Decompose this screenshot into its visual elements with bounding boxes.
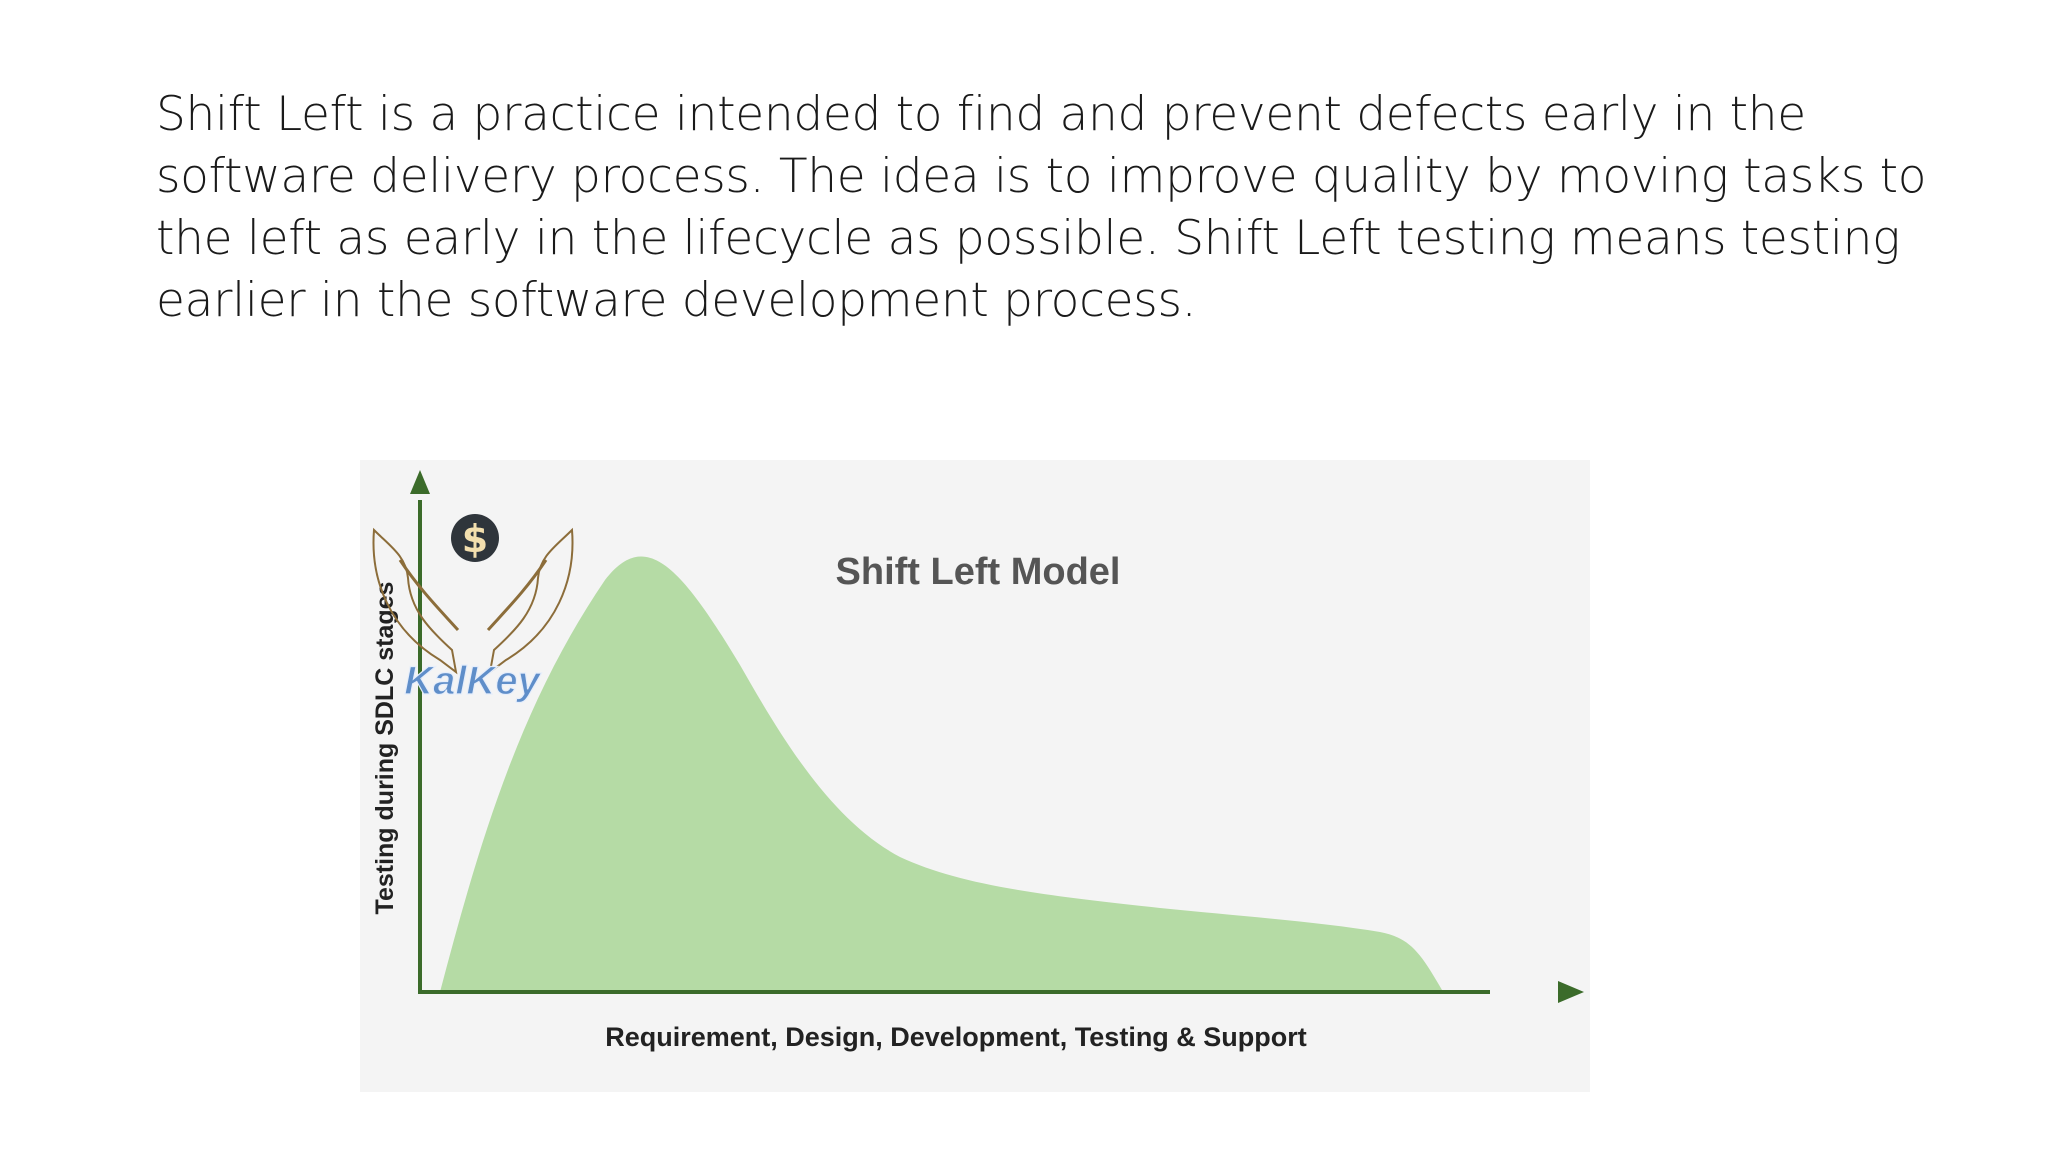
logo-text: KalKey xyxy=(404,659,541,703)
shift-left-diagram: Shift Left Model Testing during SDLC sta… xyxy=(360,460,1590,1092)
y-axis-label: Testing during SDLC stages xyxy=(371,582,399,915)
diagram-canvas: Shift Left Model Testing during SDLC sta… xyxy=(371,470,1584,1052)
paragraph-line: earlier in the software development proc… xyxy=(156,273,1197,328)
testing-effort-curve xyxy=(440,556,1442,992)
x-axis-arrowhead xyxy=(1558,981,1584,1003)
body-paragraph: Shift Left is a practice intended to fin… xyxy=(156,84,1927,332)
paragraph-line: software delivery process. The idea is t… xyxy=(156,149,1927,204)
svg-text:$: $ xyxy=(462,517,488,561)
x-axis-label: Requirement, Design, Development, Testin… xyxy=(605,1022,1307,1052)
y-axis-arrowhead xyxy=(410,470,430,494)
paragraph-line: the left as early in the lifecycle as po… xyxy=(156,211,1901,266)
paragraph-line: Shift Left is a practice intended to fin… xyxy=(156,87,1806,142)
diagram-title: Shift Left Model xyxy=(836,551,1121,593)
